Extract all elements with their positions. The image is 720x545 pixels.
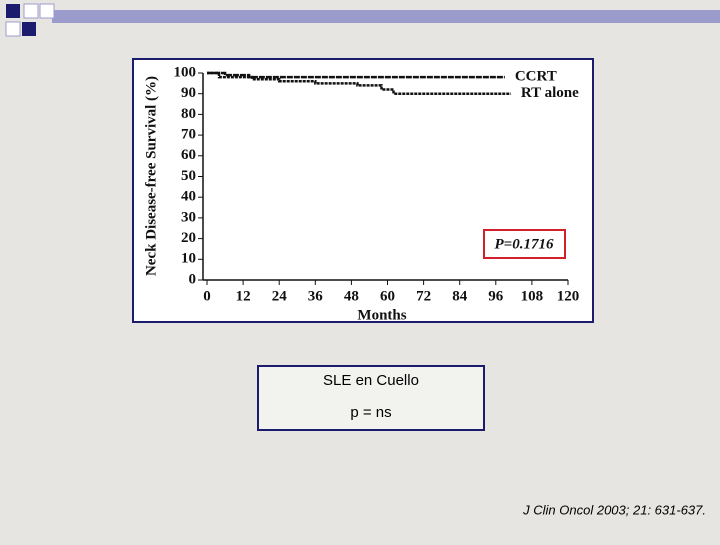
header-bar (52, 10, 720, 23)
deco-square (6, 4, 20, 18)
y-tick-label: 60 (181, 147, 196, 163)
series-label: CCRT (515, 69, 557, 85)
series-line (207, 71, 505, 79)
y-tick-label: 100 (174, 64, 197, 80)
deco-square (22, 22, 36, 36)
citation: J Clin Oncol 2003; 21: 631-637. (522, 502, 706, 517)
y-tick-label: 30 (181, 209, 196, 225)
deco-square (23, 3, 39, 19)
y-tick-label: 0 (189, 271, 197, 287)
series-label: RT alone (521, 85, 579, 101)
x-tick-label: 120 (557, 288, 580, 304)
caption-line: SLE en Cuello (323, 372, 419, 389)
deco-square (39, 3, 55, 19)
x-tick-label: 36 (308, 288, 324, 304)
annotation-box (483, 229, 566, 259)
x-tick-label: 72 (416, 288, 431, 304)
x-tick-label: 60 (380, 288, 395, 304)
x-tick-label: 12 (236, 288, 251, 304)
x-tick-label: 96 (488, 288, 504, 304)
x-axis-label: Months (357, 307, 406, 323)
y-tick-label: 10 (181, 251, 196, 267)
y-axis-label: Neck Disease-free Survival (%) (143, 76, 159, 276)
caption-box (257, 365, 485, 431)
y-tick-label: 70 (181, 127, 196, 143)
chart-frame (132, 58, 594, 323)
x-tick-label: 0 (203, 288, 211, 304)
deco-square (5, 21, 21, 37)
y-tick-label: 20 (181, 230, 196, 246)
caption-line: p = ns (350, 404, 391, 421)
y-tick-label: 80 (181, 106, 196, 122)
y-tick-label: 90 (181, 85, 196, 101)
x-tick-label: 24 (272, 288, 288, 304)
annotation: P=0.1716 (495, 236, 554, 252)
y-tick-label: 40 (181, 189, 196, 205)
x-tick-label: 48 (344, 288, 359, 304)
x-tick-label: 84 (452, 288, 468, 304)
y-tick-label: 50 (181, 168, 196, 184)
x-tick-label: 108 (521, 288, 544, 304)
series-line (207, 71, 511, 95)
